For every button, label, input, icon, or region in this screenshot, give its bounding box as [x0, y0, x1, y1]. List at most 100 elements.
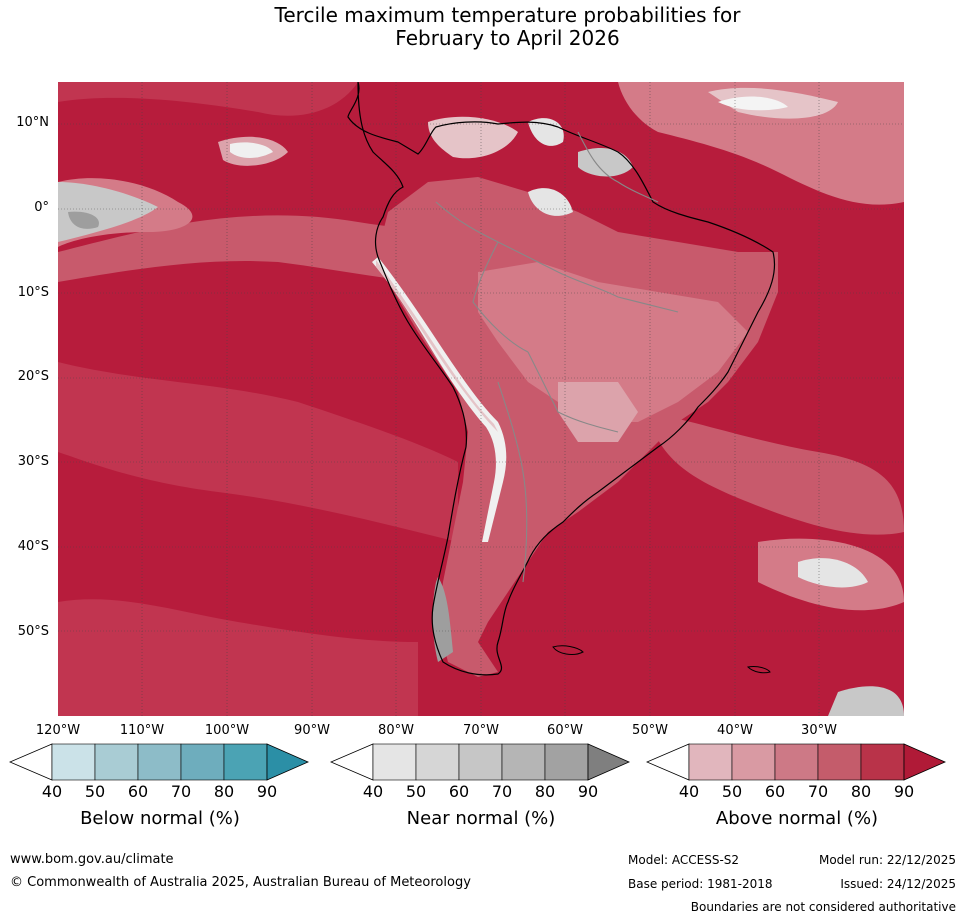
venezuela-white: [528, 118, 564, 146]
south-atlantic-band: [648, 412, 904, 535]
lon-label-80w: 80°W: [378, 723, 414, 738]
near-swatch-70: [501, 743, 546, 781]
north-pacific-band: [58, 82, 358, 116]
below-swatch-70: [180, 743, 225, 781]
near-normal-label: Near normal (%): [406, 808, 556, 829]
above-tick-50: 50: [721, 782, 743, 801]
near-swatch-50: [415, 743, 460, 781]
lon-label-110w: 110°W: [119, 723, 165, 738]
above-extend-low: [646, 743, 690, 781]
lon-label-60w: 60°W: [547, 723, 583, 738]
below-tick-70: 70: [170, 782, 192, 801]
amazon-white-patch: [528, 188, 573, 216]
above-swatch-50: [731, 743, 776, 781]
lat-label-50s: 50°S: [17, 624, 49, 639]
title-line-1: Tercile maximum temperature probabilitie…: [274, 3, 741, 27]
continent-interior: [478, 262, 748, 422]
south-georgia: [746, 666, 771, 674]
base-period-text: Base period: 1981-2018: [628, 877, 773, 891]
below-extend-high: [266, 743, 309, 781]
near-colorbar-svg: [330, 743, 630, 781]
disclaimer-text: Boundaries are not considered authoritat…: [690, 900, 956, 914]
near-normal-colorbar: [330, 743, 630, 783]
above-extend-high: [903, 743, 946, 781]
above-swatch-70: [817, 743, 862, 781]
website-link[interactable]: www.bom.gov.au/climate: [10, 852, 174, 867]
near-tick-40: 40: [362, 782, 384, 801]
colombia-light: [428, 116, 518, 159]
above-normal-label: Above normal (%): [715, 808, 879, 829]
copyright-text: © Commonwealth of Australia 2025, Austra…: [10, 875, 471, 890]
above-tick-70: 70: [807, 782, 829, 801]
andes-light-strip: [376, 260, 498, 432]
near-normal-core: [68, 211, 99, 229]
lat-label-0: 0°: [34, 200, 49, 215]
near-extend-high: [587, 743, 630, 781]
near-tick-50: 50: [405, 782, 427, 801]
below-tick-60: 60: [127, 782, 149, 801]
probability-map: [58, 82, 904, 716]
country-borders: [435, 131, 679, 583]
map-title: Tercile maximum temperature probabilitie…: [0, 4, 965, 50]
above-swatch-80: [860, 743, 905, 781]
above-normal-colorbar: [646, 743, 946, 783]
lat-label-10s: 10°S: [17, 285, 49, 300]
lon-label-30w: 30°W: [801, 723, 837, 738]
lon-label-120w: 120°W: [35, 723, 81, 738]
lat-label-30s: 30°S: [17, 454, 49, 469]
above-swatch-40: [688, 743, 733, 781]
coastline: [347, 82, 776, 676]
lat-label-40s: 40°S: [17, 539, 49, 554]
near-tick-90: 90: [577, 782, 599, 801]
near-swatch-60: [458, 743, 503, 781]
below-normal-label: Below normal (%): [80, 808, 240, 829]
model-run-text: Model run: 22/12/2025: [818, 853, 956, 867]
below-tick-80: 80: [213, 782, 235, 801]
lat-label-10n: 10°N: [16, 115, 49, 130]
above-tick-90: 90: [893, 782, 915, 801]
caribbean-white: [718, 96, 788, 111]
above-swatch-60: [774, 743, 819, 781]
lon-label-100w: 100°W: [204, 723, 250, 738]
below-swatch-80: [223, 743, 268, 781]
graticule: [58, 82, 904, 716]
above-colorbar-svg: [646, 743, 946, 781]
map-canvas: [58, 82, 904, 716]
guyana-near-normal: [578, 147, 633, 177]
lon-label-70w: 70°W: [463, 723, 499, 738]
model-text: Model: ACCESS-S2: [628, 853, 740, 867]
below-tick-50: 50: [84, 782, 106, 801]
below-swatch-50: [94, 743, 139, 781]
above-tick-40: 40: [678, 782, 700, 801]
lat-label-20s: 20°S: [17, 369, 49, 384]
above-tick-60: 60: [764, 782, 786, 801]
title-line-2: February to April 2026: [395, 26, 620, 50]
lon-label-90w: 90°W: [294, 723, 330, 738]
pacific-south-band: [58, 599, 418, 716]
issued-text: Issued: 24/12/2025: [840, 877, 956, 891]
near-tick-60: 60: [448, 782, 470, 801]
below-tick-40: 40: [41, 782, 63, 801]
continent-south-interior: [558, 382, 638, 442]
below-colorbar-svg: [9, 743, 309, 781]
near-swatch-80: [544, 743, 589, 781]
lon-label-40w: 40°W: [717, 723, 753, 738]
below-swatch-40: [51, 743, 96, 781]
south-atlantic-white: [798, 558, 868, 588]
below-extend-low: [9, 743, 53, 781]
pacific-mid-band: [58, 362, 458, 542]
near-tick-80: 80: [534, 782, 556, 801]
below-normal-colorbar: [9, 743, 309, 783]
patagonia-near-normal: [432, 577, 453, 662]
caribbean-patch: [618, 82, 904, 205]
southern-near-patch: [828, 686, 904, 716]
near-swatch-40: [372, 743, 417, 781]
near-tick-70: 70: [491, 782, 513, 801]
below-swatch-60: [137, 743, 182, 781]
pacific-white: [230, 142, 273, 158]
falkland-islands: [552, 645, 584, 655]
below-tick-90: 90: [256, 782, 278, 801]
lon-label-50w: 50°W: [632, 723, 668, 738]
andes-white-strip: [372, 257, 507, 542]
near-extend-low: [330, 743, 374, 781]
